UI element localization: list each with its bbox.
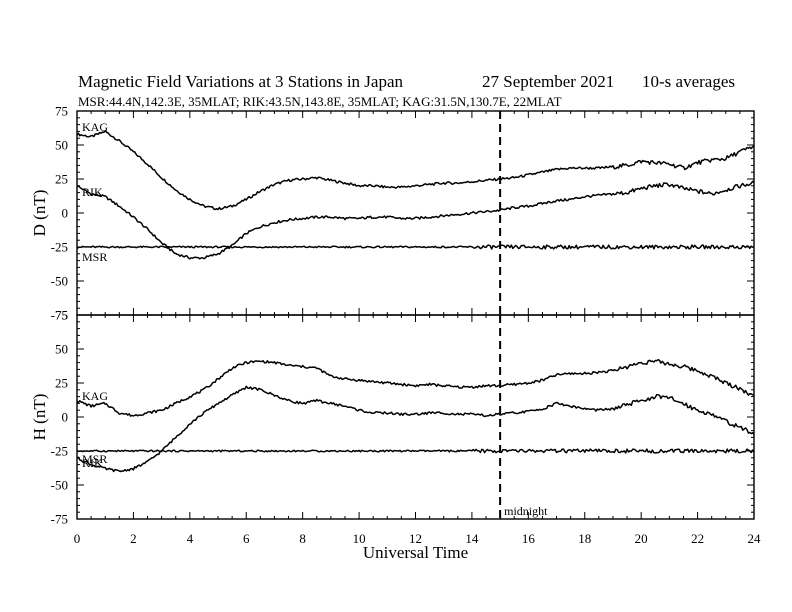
- x-tick-label: 18: [578, 531, 591, 546]
- x-tick-label: 24: [748, 531, 762, 546]
- y-tick-label-D: 0: [62, 206, 69, 221]
- station-list: MSR:44.4N,142.3E, 35MLAT; RIK:43.5N,143.…: [78, 94, 562, 109]
- series-label-D-kag: KAG: [82, 120, 108, 134]
- series-label-H-msr: MSR: [82, 452, 107, 466]
- series-line-H-rik: [76, 385, 755, 473]
- plot-frame-H: [76, 314, 755, 520]
- y-axis-label-D: D (nT): [30, 190, 49, 237]
- x-tick-label: 8: [299, 531, 306, 546]
- y-tick-label-H: -25: [51, 444, 68, 459]
- y-tick-label-D: -50: [51, 274, 68, 289]
- x-tick-label: 12: [409, 531, 422, 546]
- x-tick-label: 6: [243, 531, 250, 546]
- x-tick-label: 22: [691, 531, 704, 546]
- y-tick-label-D: -75: [51, 308, 68, 323]
- x-tick-label: 0: [74, 531, 81, 546]
- y-tick-label-H: 50: [55, 342, 68, 357]
- x-tick-label: 20: [635, 531, 648, 546]
- midnight-label: midnight: [504, 504, 548, 518]
- x-tick-label: 14: [465, 531, 479, 546]
- series-label-H-kag: KAG: [82, 389, 108, 403]
- x-axis-label: Universal Time: [363, 543, 468, 562]
- plot-frame-D: [76, 110, 755, 316]
- series-line-D-rik: [76, 180, 755, 260]
- series-label-H-rik: RIK: [82, 456, 103, 470]
- x-tick-label: 16: [522, 531, 536, 546]
- y-tick-label-H: 75: [55, 308, 68, 323]
- series-line-H-kag: [76, 358, 755, 417]
- series-line-D-kag: [76, 130, 755, 211]
- series-line-H-msr: [76, 448, 755, 454]
- series-label-D-rik: RIK: [82, 185, 103, 199]
- y-axis-label-H: H (nT): [30, 394, 49, 441]
- y-tick-label-D: -25: [51, 240, 68, 255]
- x-tick-label: 10: [353, 531, 366, 546]
- series-line-D-msr: [76, 244, 755, 250]
- x-tick-label: 2: [130, 531, 137, 546]
- y-tick-label-H: 25: [55, 376, 68, 391]
- y-tick-label-D: 25: [55, 172, 68, 187]
- y-tick-label-H: 0: [62, 410, 69, 425]
- chart-date: 27 September 2021: [482, 72, 614, 91]
- averaging-note: 10-s averages: [642, 72, 735, 91]
- y-tick-label-D: 50: [55, 138, 68, 153]
- y-tick-label-H: -50: [51, 478, 68, 493]
- y-tick-label-D: 75: [55, 104, 68, 119]
- x-tick-label: 4: [187, 531, 194, 546]
- chart-title: Magnetic Field Variations at 3 Stations …: [78, 72, 404, 91]
- y-tick-label-H: -75: [51, 512, 68, 527]
- series-label-D-msr: MSR: [82, 250, 107, 264]
